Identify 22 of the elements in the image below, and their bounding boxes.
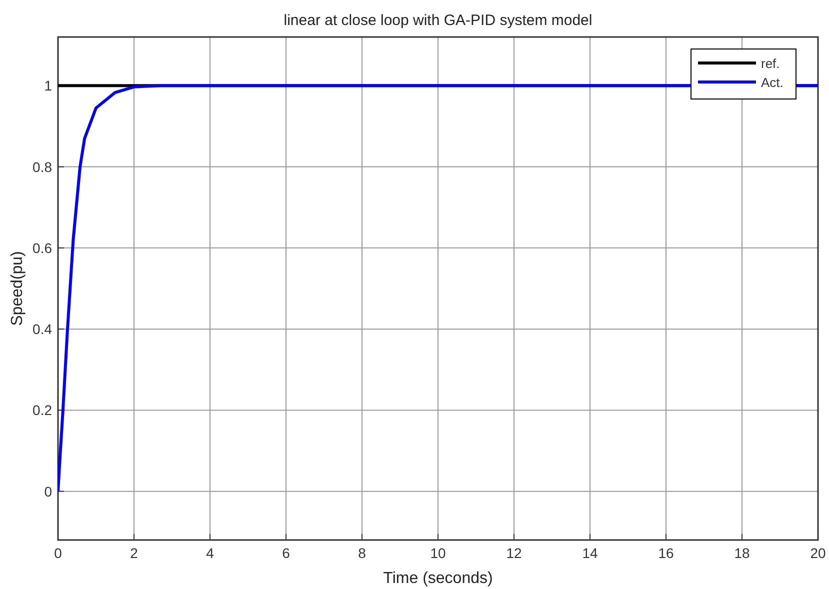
x-tick-label: 10 [430, 545, 446, 561]
x-axis-title: Time (seconds) [383, 570, 493, 587]
legend-label: ref. [761, 56, 780, 71]
x-tick-label: 14 [582, 545, 598, 561]
x-tick-label: 0 [54, 545, 62, 561]
y-tick-label: 0.6 [32, 240, 52, 256]
x-tick-label: 20 [810, 545, 826, 561]
y-tick-label: 0.4 [32, 321, 52, 338]
chart-title: linear at close loop with GA-PID system model [284, 12, 592, 29]
y-tick-label: 0 [44, 483, 52, 500]
x-tick-label: 16 [658, 545, 674, 561]
legend-label: Act. [761, 75, 784, 90]
x-tick-label: 4 [206, 545, 214, 561]
y-tick-label: 1 [44, 78, 52, 94]
x-tick-label: 12 [506, 545, 522, 561]
x-tick-label: 8 [358, 545, 366, 561]
x-tick-label: 18 [734, 545, 750, 561]
x-tick-label: 6 [282, 545, 290, 561]
x-tick-label: 2 [130, 545, 138, 561]
y-tick-label: 0.8 [32, 158, 52, 175]
y-axis-title: Speed(pu) [9, 251, 26, 326]
y-tick-label: 0.2 [32, 402, 52, 418]
